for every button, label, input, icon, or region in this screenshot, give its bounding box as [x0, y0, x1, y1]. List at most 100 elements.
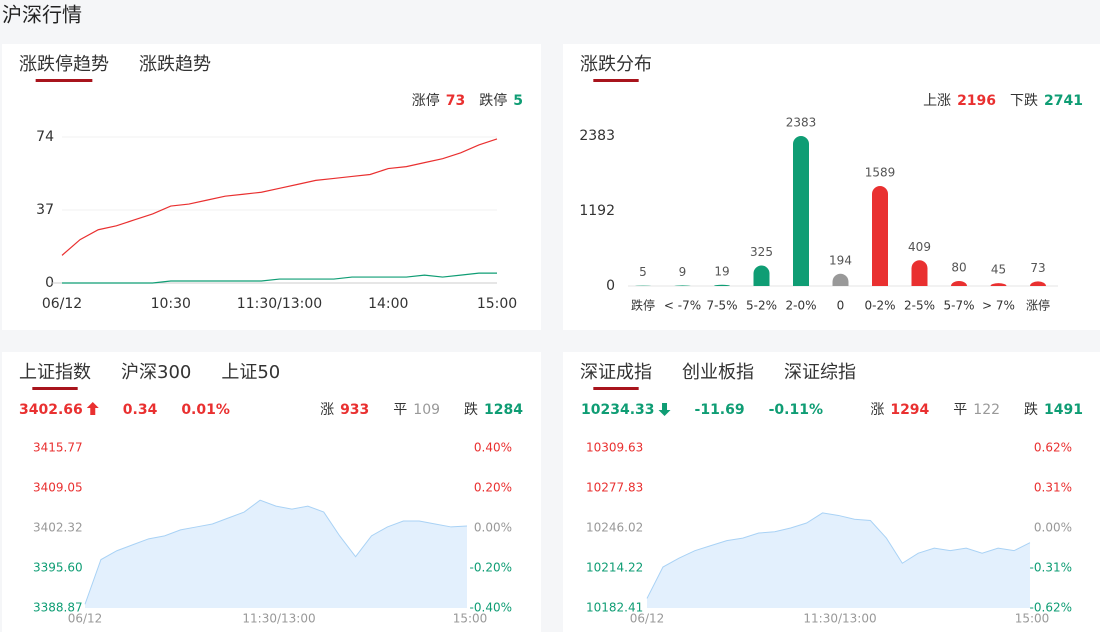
bar-value-label: 1589	[865, 165, 896, 179]
bar	[911, 260, 928, 286]
summary-value: 2741	[1044, 93, 1083, 109]
x-tick-label: 11:30/13:00	[242, 612, 315, 626]
count-value: 122	[973, 402, 1000, 418]
x-tick-label: 06/12	[630, 612, 665, 626]
x-tick-label: 10:30	[151, 296, 191, 312]
tab[interactable]: 深证成指	[580, 362, 652, 383]
x-tick-label: 2-5%	[904, 299, 935, 313]
trend-arrow	[86, 402, 99, 415]
count-value: 1491	[1044, 402, 1083, 418]
x-tick-label: < -7%	[664, 299, 701, 313]
tab[interactable]: 沪深300	[121, 362, 191, 383]
index-price: 10234.33	[581, 402, 655, 418]
area-line	[84, 499, 468, 605]
summary-row: 涨停 73 跌停 5	[412, 92, 523, 109]
bar	[832, 273, 849, 286]
y-tick-label: 2383	[579, 128, 615, 144]
y2-tick-label: 0.31%	[1034, 481, 1072, 495]
bar	[714, 284, 730, 286]
y-tick-label: 10182.41	[586, 601, 643, 615]
count-value: 1294	[890, 402, 929, 418]
index-change: -11.69	[695, 402, 745, 418]
count-label: 跌	[464, 402, 478, 418]
y2-tick-label: 0.00%	[1034, 521, 1072, 535]
tab-underline	[593, 79, 639, 82]
bar	[1030, 281, 1046, 286]
x-tick-label: 7-5%	[706, 299, 737, 313]
bar-value-label: 5	[639, 265, 647, 279]
x-tick-label: 15:00	[453, 612, 488, 626]
x-tick-label: 06/12	[42, 296, 82, 312]
x-tick-label: 0-2%	[864, 299, 895, 313]
bar-value-label: 80	[951, 260, 966, 274]
bar	[753, 265, 770, 286]
tab[interactable]: 涨跌趋势	[139, 54, 211, 75]
count-label: 跌	[1024, 402, 1038, 418]
x-tick-label: 14:00	[368, 296, 408, 312]
y2-tick-label: 0.40%	[474, 441, 512, 455]
tab[interactable]: 上证指数	[19, 362, 91, 383]
tab[interactable]: 涨跌停趋势	[19, 54, 109, 75]
y2-tick-label: 0.62%	[1034, 441, 1072, 455]
y-tick-label: 10277.83	[586, 480, 643, 494]
count-label: 涨	[320, 402, 334, 418]
tab[interactable]: 深证综指	[784, 362, 856, 383]
count-value: 933	[340, 402, 369, 418]
x-tick-label: 0	[837, 299, 845, 313]
x-tick-label: 涨停	[1026, 298, 1050, 313]
bar-value-label: 9	[679, 265, 687, 279]
tab-underline	[593, 387, 639, 390]
legend-value: 5	[513, 93, 523, 109]
index-change: 0.34	[123, 402, 158, 418]
x-tick-label: 15:00	[477, 296, 517, 312]
y-tick-label: 37	[36, 202, 54, 218]
line-series	[61, 138, 498, 256]
bar	[990, 283, 1007, 286]
summary-row: 涨 1294 平 122 跌 1491	[870, 402, 1083, 418]
x-tick-label: 06/12	[68, 612, 103, 626]
index-price: 3402.66	[19, 402, 83, 418]
summary-label: 上涨	[923, 93, 951, 109]
y-tick-label: 3402.32	[33, 521, 83, 535]
y-tick-label: 10246.02	[586, 521, 643, 535]
x-tick-label: 跌停	[631, 298, 655, 313]
panel	[2, 44, 541, 330]
bar	[793, 136, 809, 286]
count-label: 平	[393, 402, 407, 418]
bar-value-label: 194	[829, 253, 852, 267]
y-tick-label: 3388.87	[33, 601, 83, 615]
y2-tick-label: -0.40%	[470, 601, 512, 615]
x-tick-label: 11:30/13:00	[237, 296, 322, 312]
bar-value-label: 2383	[786, 116, 817, 130]
y-tick-label: 0	[606, 278, 615, 294]
page-title: 沪深行情	[2, 3, 82, 27]
legend-value: 73	[446, 93, 465, 109]
tab[interactable]: 涨跌分布	[580, 54, 652, 75]
bar	[674, 285, 691, 286]
tab[interactable]: 创业板指	[682, 362, 754, 383]
trend-arrow	[658, 403, 671, 416]
tab-underline	[35, 79, 93, 82]
bar	[872, 185, 888, 286]
y-tick-label: 3409.05	[33, 480, 83, 494]
count-label: 涨	[870, 402, 884, 418]
x-tick-label: 2-0%	[785, 299, 816, 313]
y-tick-label: 1192	[579, 203, 615, 219]
tab[interactable]: 上证50	[221, 362, 280, 383]
y-tick-label: 10309.63	[586, 441, 643, 455]
index-change-pct: -0.11%	[769, 402, 823, 418]
y-tick-label: 0	[45, 275, 54, 291]
area-line	[646, 512, 1031, 599]
bar-value-label: 19	[714, 264, 729, 278]
bar	[951, 280, 967, 286]
y-tick-label: 74	[36, 129, 54, 145]
x-tick-label: 5-7%	[943, 299, 974, 313]
bar-value-label: 45	[991, 263, 1006, 277]
y2-tick-label: 0.20%	[474, 481, 512, 495]
legend-label: 涨停	[412, 92, 440, 109]
panel	[563, 44, 1100, 330]
summary-row: 上涨 2196 下跌 2741	[923, 93, 1083, 109]
area-fill	[85, 500, 467, 608]
